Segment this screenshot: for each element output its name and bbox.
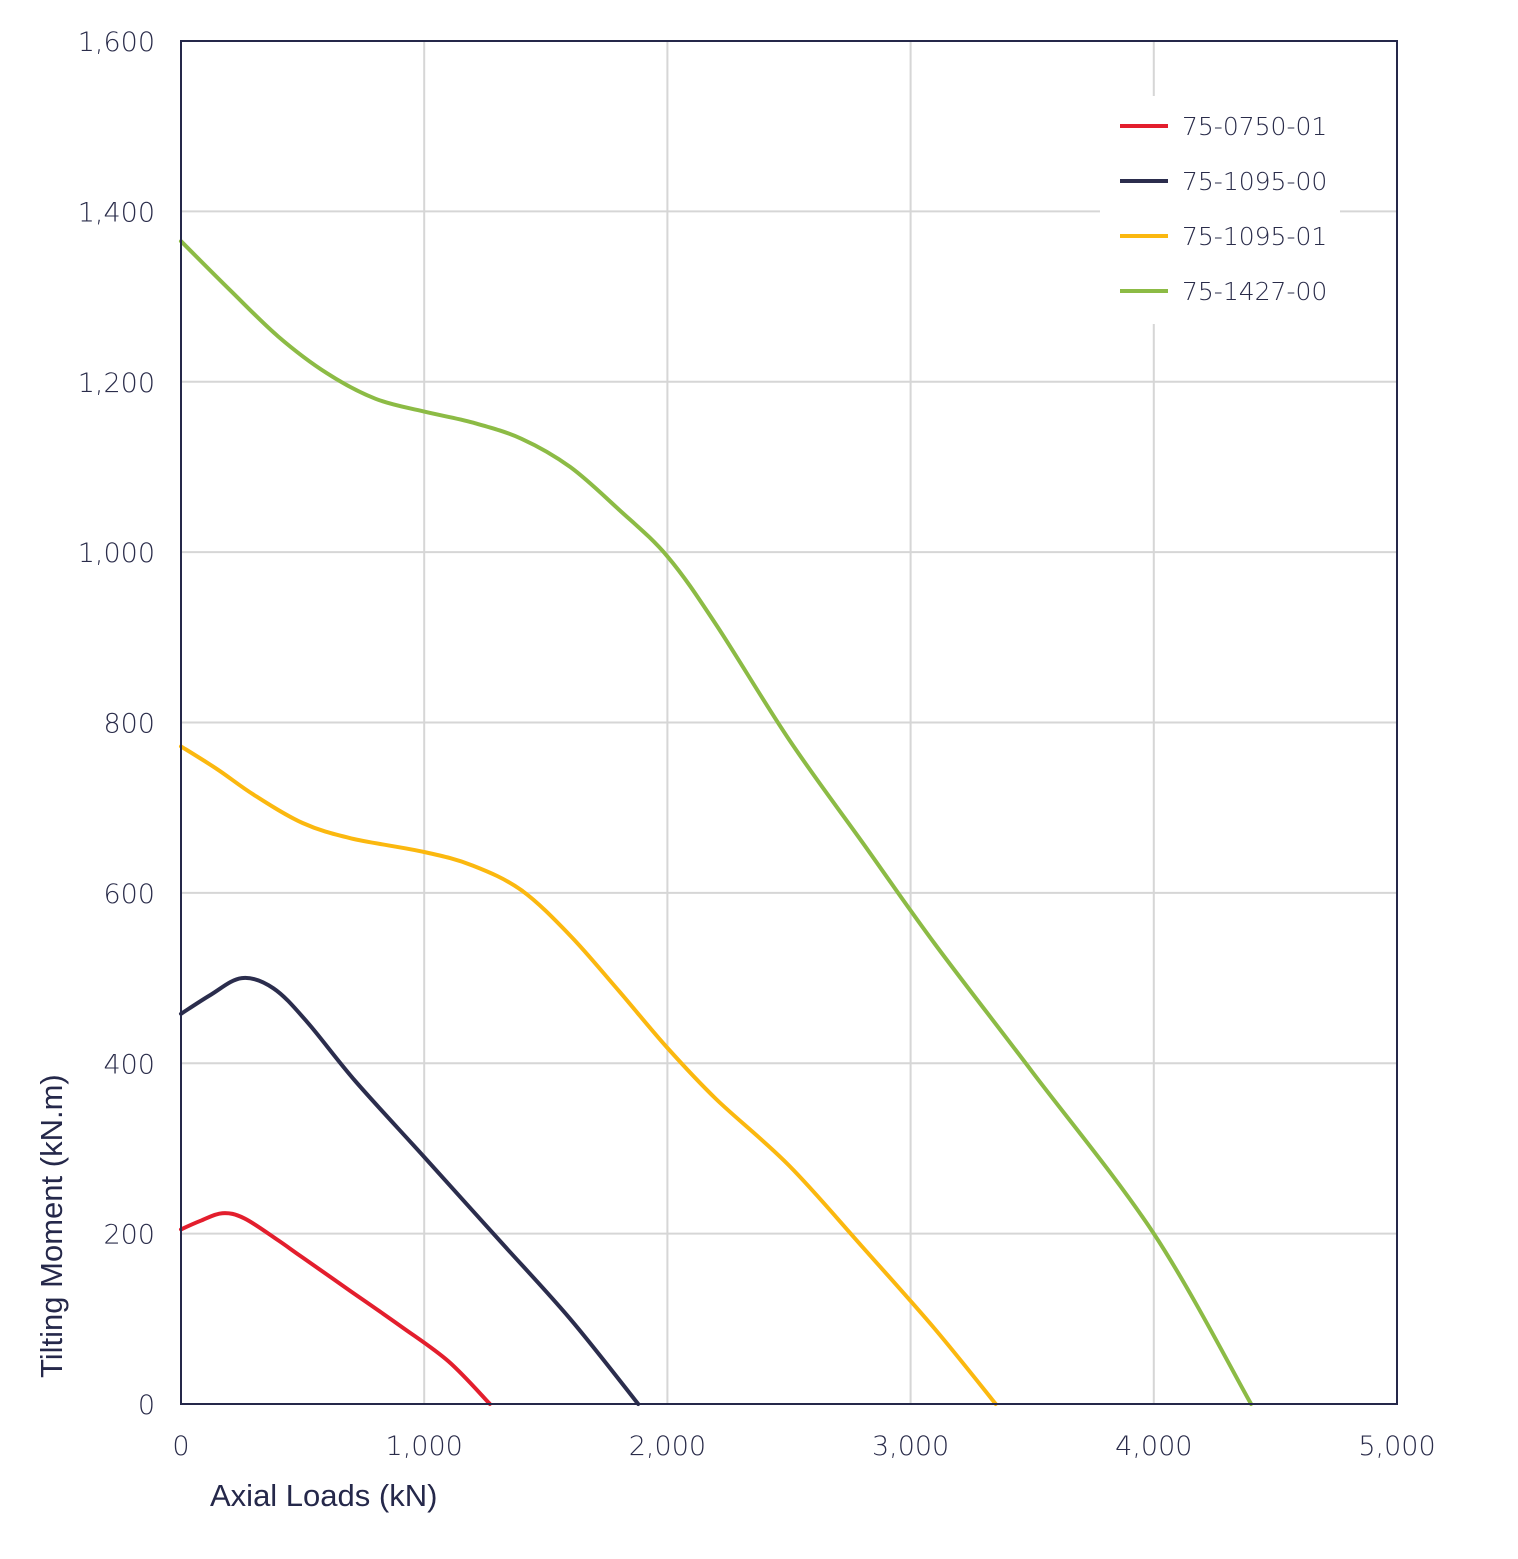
y-tick-label: 1,000 [78,538,155,569]
legend-label: 75-0750-01 [1182,112,1327,141]
x-tick-label: 4,000 [1115,1431,1192,1462]
x-tick-label: 2,000 [629,1431,706,1462]
y-tick-label: 200 [103,1220,155,1251]
y-tick-label: 0 [138,1390,155,1421]
x-tick-label: 1,000 [386,1431,463,1462]
series-line-75-1095-01 [179,744,998,1406]
y-tick-label: 1,400 [78,197,155,228]
x-axis-title: Axial Loads (kN) [210,1478,437,1513]
series-layer [179,239,1254,1406]
tick-labels: 0 1,000 2,000 3,000 4,000 5,000 0 200 400 600 800 1… [78,27,1436,1462]
legend-label: 75-1095-01 [1182,222,1327,251]
legend-background-layer [1100,96,1340,324]
x-tick-label: 0 [172,1431,189,1462]
plot-frame-layer [180,40,1398,1405]
y-tick-label: 800 [103,709,155,740]
x-tick-label: 5,000 [1358,1431,1435,1462]
legend-label: 75-1427-00 [1182,277,1327,306]
y-tick-label: 600 [103,879,155,910]
legend: 75-0750-01 75-1095-00 75-1095-01 75-1427-00 [1120,112,1327,306]
y-axis-title: Tilting Moment (kN.m) [34,1074,69,1378]
plot-frame [180,40,1398,1405]
legend-box [1100,96,1340,324]
y-tick-label: 400 [103,1049,155,1080]
series-line-75-0750-01 [179,1211,492,1406]
legend-label: 75-1095-00 [1182,167,1327,196]
series-line-75-1095-00 [179,975,641,1406]
y-tick-label: 1,600 [78,27,155,58]
x-tick-label: 3,000 [872,1431,949,1462]
y-tick-label: 1,200 [78,368,155,399]
series-line-75-1427-00 [179,239,1254,1406]
